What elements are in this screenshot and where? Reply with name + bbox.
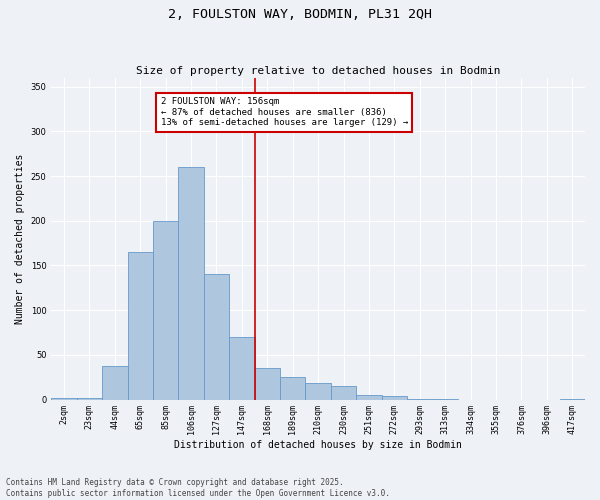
Text: 2, FOULSTON WAY, BODMIN, PL31 2QH: 2, FOULSTON WAY, BODMIN, PL31 2QH <box>168 8 432 20</box>
Bar <box>382 396 407 400</box>
Bar <box>229 337 254 400</box>
Bar <box>153 220 178 400</box>
Bar <box>331 386 356 400</box>
Bar <box>356 395 382 400</box>
Bar <box>407 398 433 400</box>
Bar <box>204 274 229 400</box>
Bar <box>178 167 204 400</box>
Bar <box>102 366 128 400</box>
X-axis label: Distribution of detached houses by size in Bodmin: Distribution of detached houses by size … <box>174 440 462 450</box>
Text: 2 FOULSTON WAY: 156sqm
← 87% of detached houses are smaller (836)
13% of semi-de: 2 FOULSTON WAY: 156sqm ← 87% of detached… <box>161 98 408 127</box>
Bar <box>305 382 331 400</box>
Bar <box>433 398 458 400</box>
Bar <box>254 368 280 400</box>
Title: Size of property relative to detached houses in Bodmin: Size of property relative to detached ho… <box>136 66 500 76</box>
Bar <box>560 398 585 400</box>
Text: Contains HM Land Registry data © Crown copyright and database right 2025.
Contai: Contains HM Land Registry data © Crown c… <box>6 478 390 498</box>
Bar <box>51 398 77 400</box>
Y-axis label: Number of detached properties: Number of detached properties <box>15 154 25 324</box>
Bar <box>280 377 305 400</box>
Bar <box>128 252 153 400</box>
Bar <box>77 398 102 400</box>
